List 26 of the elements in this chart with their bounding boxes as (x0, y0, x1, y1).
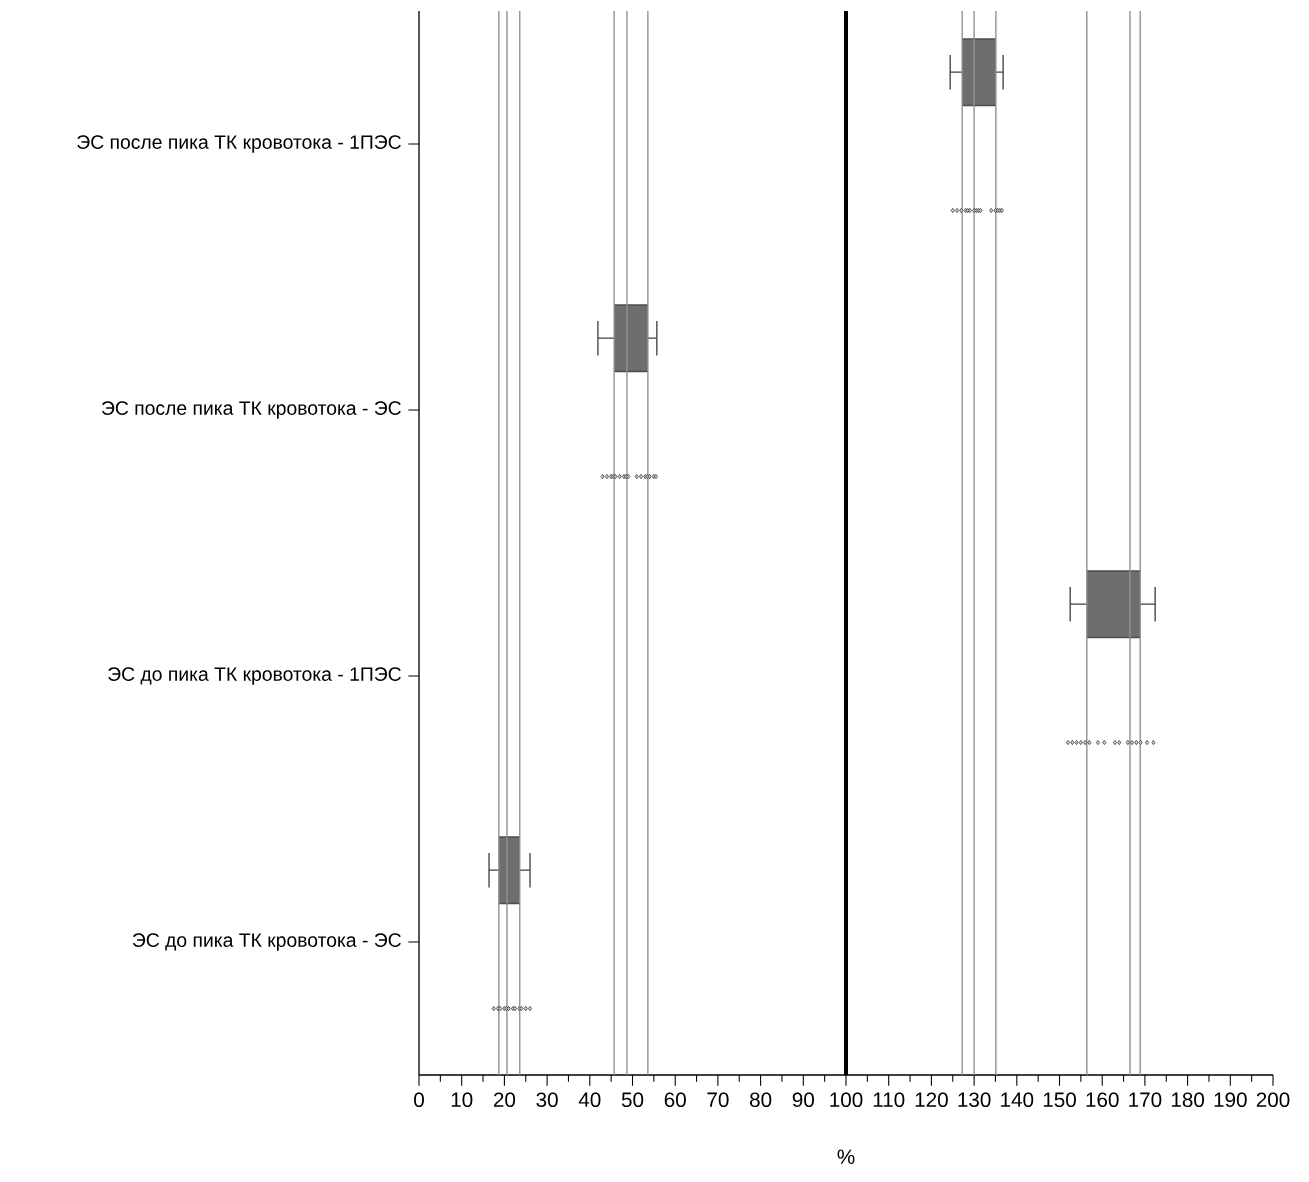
x-tick-label: 200 (1256, 1092, 1290, 1108)
y-tick-label: ЭС после пика ТК кровотока - 1ПЭС (77, 135, 401, 153)
x-axis-title: % (837, 1149, 855, 1164)
x-tick-label: 50 (621, 1092, 644, 1108)
x-tick-label: 150 (1043, 1092, 1076, 1108)
x-tick-label: 60 (664, 1092, 686, 1108)
x-tick-label: 180 (1171, 1092, 1205, 1108)
x-tick-label: 190 (1214, 1092, 1247, 1108)
x-tick-label: 140 (1001, 1092, 1034, 1108)
x-tick-label: 120 (915, 1092, 948, 1108)
y-tick-label: ЭС после пика ТК кровотока - ЭС (101, 401, 401, 419)
y-tick-label: ЭС до пика ТК кровотока - 1ПЭС (108, 667, 401, 685)
x-tick-label: 30 (536, 1092, 558, 1108)
x-tick-label: 90 (792, 1092, 814, 1108)
x-tick-label: 70 (707, 1092, 729, 1108)
x-tick-label: 0 (414, 1092, 424, 1108)
x-tick-label: 10 (451, 1092, 473, 1108)
x-tick-label: 100 (830, 1092, 863, 1108)
x-tick-label: 20 (493, 1092, 516, 1108)
x-tick-label: 170 (1129, 1092, 1162, 1108)
x-tick-label: 160 (1086, 1092, 1119, 1108)
x-tick-label: 130 (958, 1092, 991, 1108)
x-tick-label: 110 (873, 1092, 905, 1108)
y-tick-label: ЭС до пика ТК кровотока - ЭС (132, 933, 401, 951)
x-tick-label: 40 (578, 1092, 601, 1108)
x-tick-label: 80 (750, 1092, 772, 1108)
